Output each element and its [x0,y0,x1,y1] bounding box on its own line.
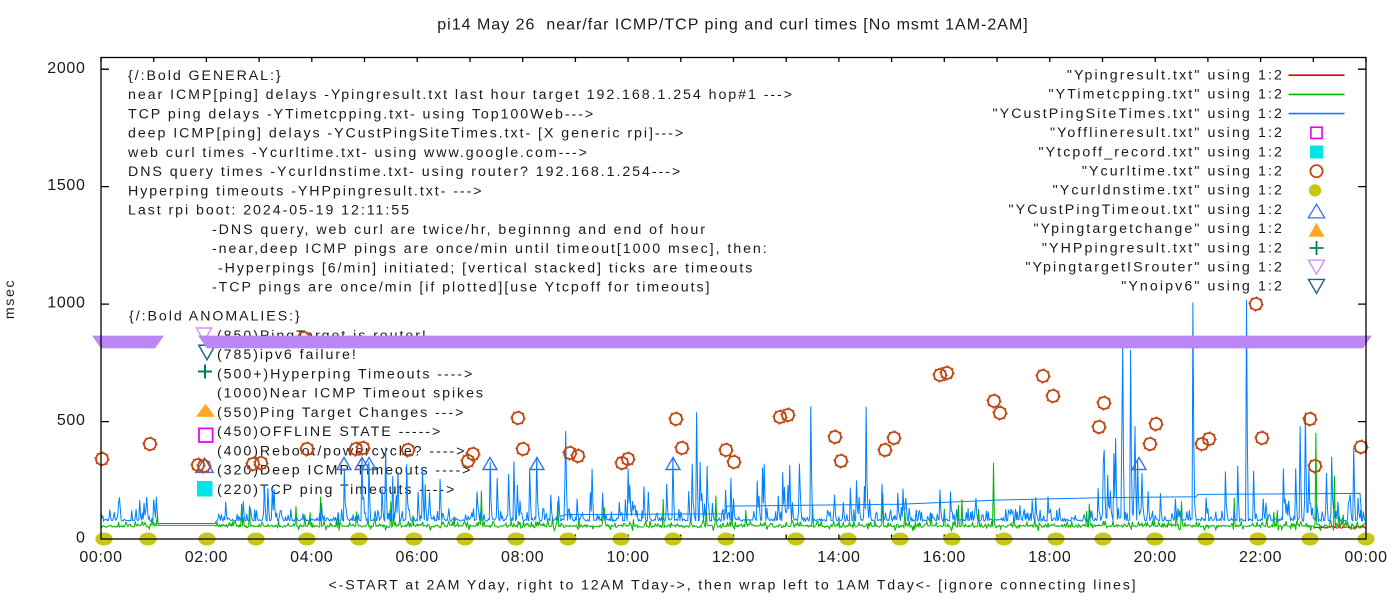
svg-text:00:00: 00:00 [79,549,122,566]
svg-text:22:00: 22:00 [1239,549,1282,566]
svg-text:"YTimetcpping.txt" using 1:2: "YTimetcpping.txt" using 1:2 [1048,87,1284,103]
svg-text:msec: msec [2,279,18,319]
svg-text:"Ynoipv6" using 1:2: "Ynoipv6" using 1:2 [1121,279,1284,295]
svg-text:14:00: 14:00 [817,549,860,566]
svg-text:DNS query times -Ycurldnstime.: DNS query times -Ycurldnstime.txt- using… [128,164,682,180]
svg-text:(550)Ping Target Changes --->: (550)Ping Target Changes ---> [217,405,465,421]
svg-text:"YHPpingresult.txt" using 1:2: "YHPpingresult.txt" using 1:2 [1042,240,1284,256]
svg-text:06:00: 06:00 [396,549,439,566]
svg-text:0: 0 [76,530,86,547]
svg-text:Hyperping timeouts -YHPpingres: Hyperping timeouts -YHPpingresult.txt- -… [128,183,483,199]
svg-text:04:00: 04:00 [290,549,333,566]
svg-text:{/:Bold ANOMALIES:}: {/:Bold ANOMALIES:} [129,309,302,325]
svg-text:"Ytcpoff_record.txt" using 1:2: "Ytcpoff_record.txt" using 1:2 [1038,144,1284,160]
svg-text:"YpingtargetISrouter" using 1:: "YpingtargetISrouter" using 1:2 [1025,260,1284,276]
svg-text:10:00: 10:00 [606,549,649,566]
svg-text:-near,deep ICMP pings are once: -near,deep ICMP pings are once/min until… [212,241,769,257]
svg-text:TCP ping delays -YTimetcpping.: TCP ping delays -YTimetcpping.txt- using… [128,106,595,122]
svg-text:20:00: 20:00 [1134,549,1177,566]
svg-text:(220)TCP ping Timeouts ---->: (220)TCP ping Timeouts ----> [217,482,456,498]
svg-text:pi14 May 26 near/far ICMP/TCP: pi14 May 26 near/far ICMP/TCP ping and c… [437,17,1028,34]
svg-text:(450)OFFLINE STATE ----->: (450)OFFLINE STATE -----> [217,424,442,440]
svg-text:"YCustPingTimeout.txt" using 1: "YCustPingTimeout.txt" using 1:2 [1009,202,1284,218]
svg-text:08:00: 08:00 [501,549,544,566]
svg-text:12:00: 12:00 [712,549,755,566]
svg-text:00:00: 00:00 [1344,549,1387,566]
svg-text:1000: 1000 [47,295,85,312]
svg-text:02:00: 02:00 [185,549,228,566]
svg-text:(500+)Hyperping Timeouts ---->: (500+)Hyperping Timeouts ----> [217,366,474,382]
svg-text:<-START at 2AM Yday, right to: <-START at 2AM Yday, right to 12AM Tday-… [329,578,1138,594]
svg-text:2000: 2000 [47,60,85,77]
svg-text:16:00: 16:00 [923,549,966,566]
svg-text:"YCustPingSiteTimes.txt" using: "YCustPingSiteTimes.txt" using 1:2 [993,106,1285,122]
svg-text:{/:Bold GENERAL:}: {/:Bold GENERAL:} [128,68,283,84]
svg-text:500: 500 [57,412,86,429]
svg-text:web curl times -Ycurltime.txt-: web curl times -Ycurltime.txt- using www… [127,145,589,161]
svg-text:(1000)Near ICMP Timeout spikes: (1000)Near ICMP Timeout spikes [217,386,485,402]
svg-text:"Ycurltime.txt" using 1:2: "Ycurltime.txt" using 1:2 [1082,164,1284,180]
svg-text:18:00: 18:00 [1028,549,1071,566]
svg-text:near ICMP[ping] delays -Ypingr: near ICMP[ping] delays -Ypingresult.txt … [128,87,794,103]
svg-text:"Ypingtargetchange" using 1:2: "Ypingtargetchange" using 1:2 [1033,221,1284,237]
svg-text:deep ICMP[ping] delays -YCustP: deep ICMP[ping] delays -YCustPingSiteTim… [128,126,685,142]
svg-text:(785)ipv6 failure!: (785)ipv6 failure! [217,347,358,363]
svg-text:1500: 1500 [47,177,85,194]
svg-text:"Ycurldnstime.txt" using 1:2: "Ycurldnstime.txt" using 1:2 [1053,183,1284,199]
svg-text:"Yofflineresult.txt" using 1:2: "Yofflineresult.txt" using 1:2 [1050,125,1284,141]
svg-text:Last rpi boot: 2024-05-19 12:1: Last rpi boot: 2024-05-19 12:11:55 [128,203,411,219]
svg-text:-TCP pings are once/min [if pl: -TCP pings are once/min [if plotted][use… [212,280,711,296]
svg-text:-DNS query, web curl are twice: -DNS query, web curl are twice/hr, begin… [212,222,707,238]
svg-text:-Hyperpings [6/min] initiated;: -Hyperpings [6/min] initiated; [vertical… [218,260,754,276]
svg-text:"Ypingresult.txt" using 1:2: "Ypingresult.txt" using 1:2 [1067,68,1284,84]
